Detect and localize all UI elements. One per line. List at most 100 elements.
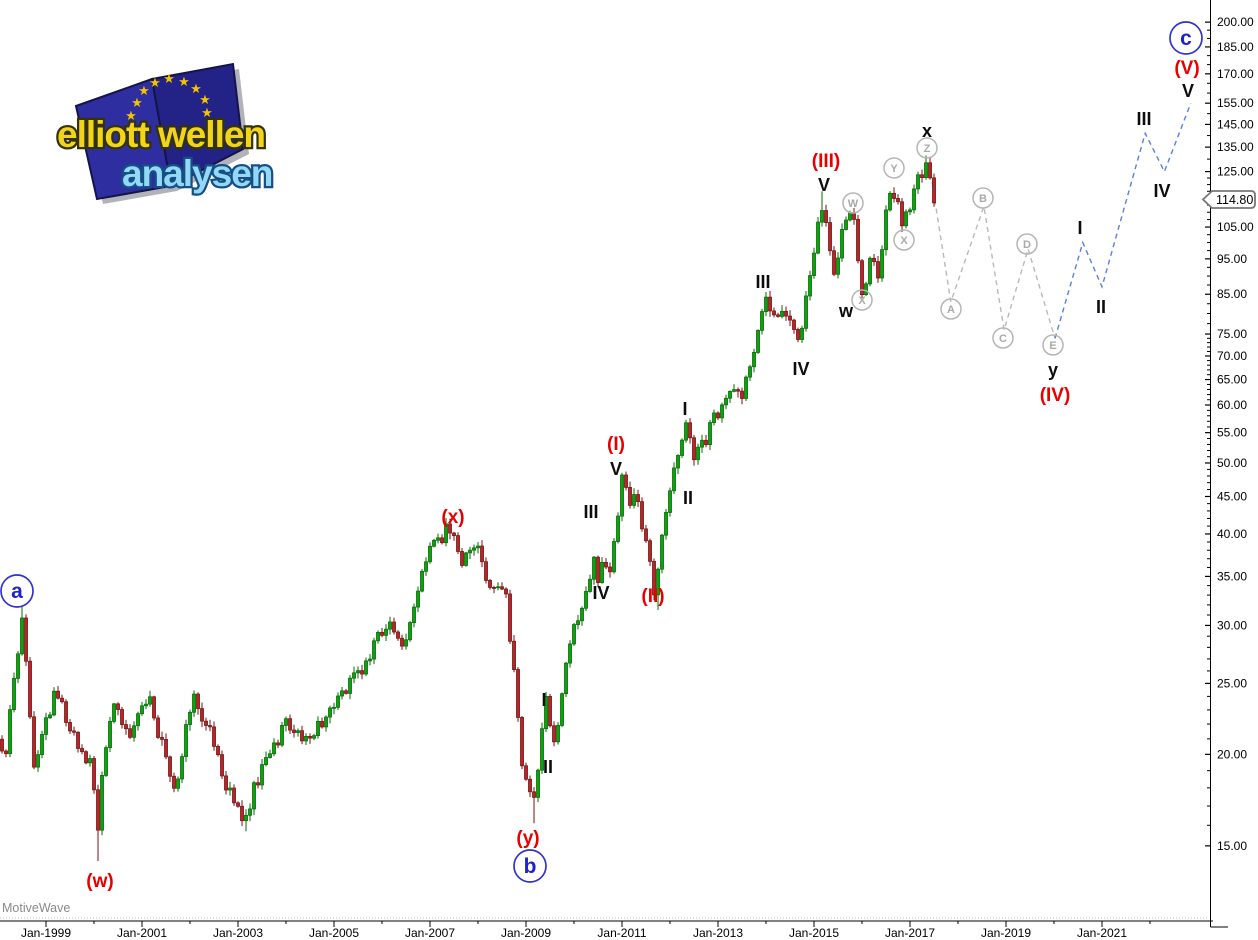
circled-wave-label-a[interactable]: a	[0, 574, 34, 608]
wave-label[interactable]: V	[610, 459, 622, 479]
candlestick	[604, 561, 608, 568]
circled-wave-label-w[interactable]: W	[842, 192, 864, 214]
wave-label[interactable]: III	[583, 502, 598, 522]
circled-wave-label-b[interactable]: b	[513, 849, 547, 883]
eu-star-icon: ★	[163, 71, 175, 86]
wave-label[interactable]: IV	[592, 583, 609, 603]
wave-label[interactable]: (y)	[516, 828, 539, 849]
wave-label[interactable]: x	[922, 121, 932, 141]
candlestick	[308, 735, 312, 739]
candlestick	[912, 188, 916, 211]
wave-circle	[851, 289, 873, 311]
candlestick	[764, 296, 768, 312]
wave-label[interactable]: w	[838, 301, 854, 321]
wave-label[interactable]: I	[1077, 218, 1082, 238]
circled-wave-label-d[interactable]: D	[1016, 233, 1038, 255]
candlestick	[292, 729, 296, 733]
candlestick	[632, 494, 636, 506]
candlestick	[4, 750, 8, 755]
wave-label[interactable]: IV	[792, 359, 809, 379]
wave-label[interactable]: (V)	[1174, 58, 1199, 79]
wave-label[interactable]: III	[1136, 109, 1151, 129]
candlestick	[504, 588, 508, 595]
wave-label[interactable]: V	[1182, 81, 1194, 101]
wave-label[interactable]: IV	[1153, 181, 1170, 201]
wave-circle-letter: b	[524, 855, 537, 878]
wave-label[interactable]: I	[541, 690, 546, 710]
circled-wave-label-y[interactable]: Y	[883, 157, 905, 179]
candlestick	[516, 669, 520, 718]
candlestick	[72, 730, 76, 733]
candlestick	[428, 545, 432, 563]
candlestick	[484, 561, 488, 581]
circled-wave-label-a[interactable]: A	[940, 298, 962, 320]
candlestick	[732, 389, 736, 392]
candlestick	[68, 722, 72, 732]
candlestick	[184, 724, 188, 757]
candlestick	[264, 757, 268, 765]
candlestick	[652, 560, 656, 596]
logo-flag-right	[150, 62, 245, 188]
wave-label[interactable]: V	[818, 175, 830, 195]
candlestick	[260, 764, 264, 786]
eu-star-icon: ★	[201, 105, 213, 120]
circled-wave-label-c[interactable]: C	[992, 327, 1014, 349]
candlestick	[104, 747, 108, 776]
candlestick	[856, 219, 860, 262]
wave-label[interactable]: (I)	[607, 434, 625, 455]
wave-circle	[0, 574, 34, 608]
candlestick	[356, 670, 360, 674]
wave-label[interactable]: II	[543, 757, 553, 777]
y-axis-tick-label: 15.00	[1217, 839, 1247, 853]
candlestick	[116, 703, 120, 710]
candlestick	[736, 389, 740, 392]
wave-label[interactable]: (w)	[86, 871, 113, 892]
candlestick	[796, 329, 800, 340]
circled-wave-label-x[interactable]: X	[851, 289, 873, 311]
candlestick	[168, 756, 172, 777]
wave-label[interactable]: (IV)	[1040, 385, 1071, 406]
circled-wave-label-b[interactable]: B	[972, 187, 994, 209]
candlestick	[472, 547, 476, 551]
wave-label[interactable]: y	[1048, 360, 1058, 380]
circled-wave-label-x[interactable]: X	[893, 229, 915, 251]
candlestick	[892, 192, 896, 199]
wave-label[interactable]: II	[1096, 297, 1106, 317]
y-axis-tick-label: 40.00	[1217, 527, 1247, 541]
candlestick	[708, 422, 712, 446]
y-axis-tick-label: 200.00	[1217, 15, 1254, 29]
candlestick	[448, 523, 452, 534]
logo-text-line1: elliott wellen	[57, 114, 265, 155]
candlestick	[56, 690, 60, 699]
candlestick	[728, 390, 732, 399]
candlestick	[352, 672, 356, 679]
wave-label[interactable]: (x)	[441, 507, 464, 528]
candlestick	[76, 731, 80, 749]
candlestick	[180, 756, 184, 780]
candlestick	[32, 716, 36, 768]
candlestick	[600, 561, 604, 583]
circled-wave-label-e[interactable]: E	[1042, 334, 1064, 356]
price-axis[interactable]	[1210, 0, 1258, 940]
candlestick	[744, 376, 748, 399]
wave-label[interactable]: I	[682, 399, 687, 419]
wave-label[interactable]: (II)	[641, 586, 664, 607]
wave-circle	[972, 187, 994, 209]
candlestick	[296, 730, 300, 733]
eu-star-icon: ★	[199, 92, 211, 107]
wave-label[interactable]: II	[683, 488, 693, 508]
candlestick	[548, 696, 552, 727]
wave-label[interactable]: III	[755, 272, 770, 292]
y-axis-tick-label: 60.00	[1217, 398, 1247, 412]
wave-label[interactable]: (III)	[812, 151, 841, 172]
circled-wave-label-c[interactable]: c	[1169, 21, 1203, 55]
candlestick	[304, 735, 308, 742]
time-axis[interactable]	[0, 922, 1210, 940]
candlestick	[564, 662, 568, 695]
candlestick	[312, 735, 316, 739]
candlestick	[880, 249, 884, 279]
candlestick	[820, 210, 824, 223]
candlestick	[904, 211, 908, 227]
circled-wave-label-z[interactable]: Z	[916, 137, 938, 159]
